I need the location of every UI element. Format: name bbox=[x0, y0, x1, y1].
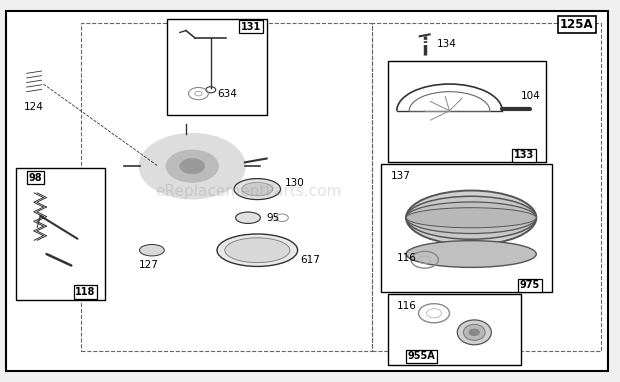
Circle shape bbox=[180, 159, 205, 174]
Text: 131: 131 bbox=[241, 22, 261, 32]
Text: 125A: 125A bbox=[560, 18, 593, 31]
Ellipse shape bbox=[236, 212, 260, 223]
Text: 137: 137 bbox=[391, 171, 410, 181]
Ellipse shape bbox=[406, 196, 536, 239]
Bar bbox=[167, 19, 267, 115]
Text: 617: 617 bbox=[301, 255, 321, 265]
Bar bbox=[388, 61, 546, 162]
Ellipse shape bbox=[406, 191, 536, 245]
Ellipse shape bbox=[217, 234, 298, 267]
Ellipse shape bbox=[463, 324, 485, 340]
Text: 118: 118 bbox=[76, 287, 95, 297]
Ellipse shape bbox=[406, 202, 536, 233]
Text: 955A: 955A bbox=[408, 351, 435, 361]
Ellipse shape bbox=[458, 320, 491, 345]
Text: 130: 130 bbox=[285, 178, 305, 188]
Circle shape bbox=[469, 329, 479, 335]
Bar bbox=[16, 168, 105, 300]
Ellipse shape bbox=[140, 244, 164, 256]
Circle shape bbox=[442, 106, 457, 115]
Ellipse shape bbox=[406, 241, 536, 267]
Circle shape bbox=[166, 150, 218, 182]
Text: 116: 116 bbox=[397, 253, 417, 263]
Text: 95: 95 bbox=[267, 213, 280, 223]
Text: 975: 975 bbox=[520, 280, 540, 290]
Text: 127: 127 bbox=[139, 261, 159, 270]
Ellipse shape bbox=[224, 238, 290, 263]
Text: 134: 134 bbox=[437, 39, 457, 49]
Bar bbox=[372, 23, 601, 351]
Text: 116: 116 bbox=[397, 301, 417, 311]
Text: 104: 104 bbox=[521, 91, 541, 100]
Bar bbox=[381, 164, 552, 292]
Text: 634: 634 bbox=[217, 89, 237, 99]
Text: 133: 133 bbox=[514, 151, 534, 160]
Bar bbox=[81, 23, 372, 351]
Ellipse shape bbox=[234, 179, 280, 199]
Text: eReplacementParts.com: eReplacementParts.com bbox=[155, 183, 341, 199]
Text: 124: 124 bbox=[24, 102, 44, 112]
Circle shape bbox=[140, 134, 245, 199]
Text: 98: 98 bbox=[29, 173, 42, 183]
Ellipse shape bbox=[242, 183, 273, 196]
Ellipse shape bbox=[406, 208, 536, 228]
Bar bbox=[388, 294, 521, 365]
